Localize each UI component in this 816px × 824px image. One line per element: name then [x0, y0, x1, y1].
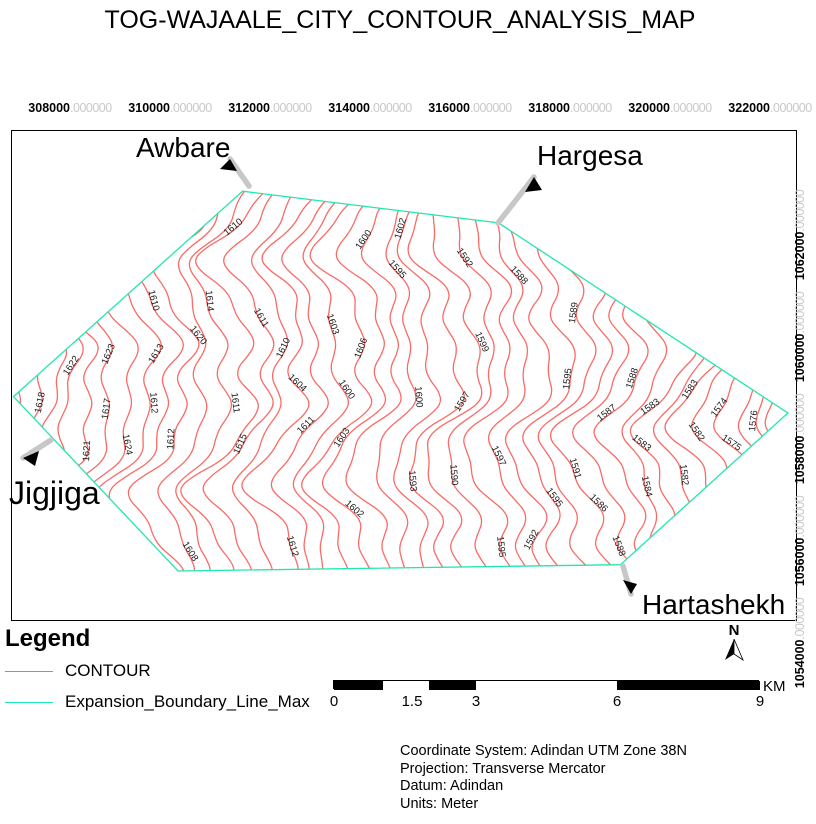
svg-text:1590: 1590 — [447, 464, 460, 486]
svg-text:1608: 1608 — [180, 540, 201, 564]
svg-text:1583: 1583 — [630, 432, 653, 454]
svg-text:1595: 1595 — [543, 486, 564, 510]
svg-text:1606: 1606 — [352, 336, 370, 360]
svg-text:1600: 1600 — [353, 228, 374, 252]
svg-text:1592: 1592 — [454, 246, 475, 270]
svg-text:1612: 1612 — [165, 428, 177, 450]
svg-text:1588: 1588 — [610, 534, 628, 558]
svg-text:1612: 1612 — [147, 392, 159, 414]
svg-text:1583: 1583 — [680, 378, 701, 402]
svg-text:1593: 1593 — [406, 470, 419, 492]
svg-text:1602: 1602 — [343, 498, 366, 520]
svg-text:1589: 1589 — [567, 302, 581, 324]
svg-text:1588: 1588 — [624, 367, 641, 391]
svg-text:1618: 1618 — [33, 391, 48, 414]
svg-text:1610: 1610 — [222, 216, 245, 238]
svg-text:1600: 1600 — [412, 386, 424, 408]
svg-text:1575: 1575 — [719, 433, 743, 454]
svg-text:1588: 1588 — [508, 264, 530, 287]
svg-text:1592: 1592 — [522, 528, 542, 552]
svg-text:1613: 1613 — [146, 342, 166, 366]
svg-text:1583: 1583 — [638, 397, 662, 418]
svg-text:1615: 1615 — [231, 432, 250, 456]
svg-text:1624: 1624 — [120, 433, 135, 456]
svg-text:1610: 1610 — [274, 336, 293, 360]
svg-text:1603: 1603 — [332, 426, 353, 450]
svg-text:1621: 1621 — [81, 440, 93, 462]
svg-text:1617: 1617 — [100, 398, 114, 420]
svg-text:1604: 1604 — [286, 372, 309, 394]
svg-text:1582: 1582 — [686, 420, 707, 444]
svg-text:1611: 1611 — [295, 414, 317, 436]
svg-text:1600: 1600 — [336, 378, 357, 402]
svg-text:1574: 1574 — [709, 396, 730, 420]
svg-text:1582: 1582 — [677, 464, 690, 486]
svg-text:1611: 1611 — [251, 306, 271, 329]
svg-text:1595: 1595 — [494, 536, 507, 558]
svg-text:1586: 1586 — [587, 492, 610, 515]
svg-text:1623: 1623 — [100, 342, 118, 366]
svg-text:1595: 1595 — [386, 258, 408, 281]
svg-text:1584: 1584 — [639, 475, 655, 498]
svg-text:1587: 1587 — [595, 402, 619, 423]
svg-text:1602: 1602 — [393, 217, 409, 240]
svg-text:1599: 1599 — [472, 330, 491, 354]
svg-text:1620: 1620 — [187, 324, 209, 347]
svg-text:1595: 1595 — [561, 368, 574, 390]
svg-text:1611: 1611 — [228, 392, 241, 414]
svg-text:1610: 1610 — [145, 289, 161, 312]
svg-text:1614: 1614 — [203, 290, 216, 312]
svg-text:1603: 1603 — [324, 312, 341, 336]
svg-text:1597: 1597 — [489, 444, 508, 468]
svg-text:1612: 1612 — [284, 535, 301, 558]
svg-text:1591: 1591 — [567, 457, 583, 480]
svg-text:1622: 1622 — [61, 354, 82, 378]
svg-text:1576: 1576 — [747, 410, 760, 432]
svg-text:1597: 1597 — [452, 390, 472, 414]
